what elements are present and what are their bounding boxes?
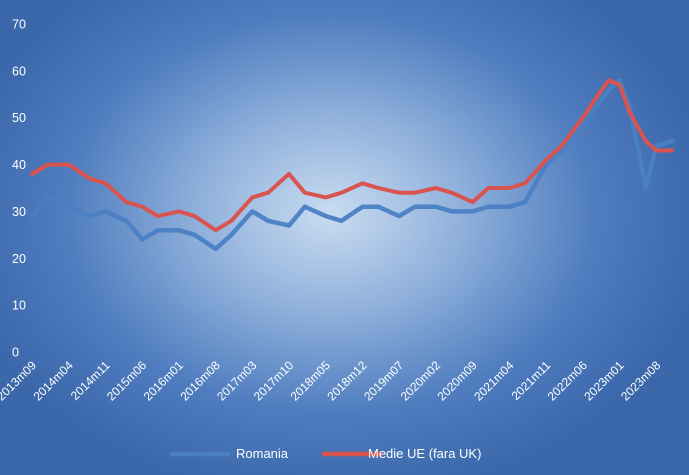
data-point-eu — [582, 116, 584, 119]
data-point-romania — [582, 121, 584, 124]
data-point-eu — [141, 205, 143, 208]
data-point-romania — [178, 229, 180, 231]
data-point-eu — [487, 187, 490, 189]
y-tick-label: 40 — [12, 158, 26, 172]
data-point-romania — [435, 205, 437, 208]
data-point-romania — [251, 210, 254, 213]
data-point-eu — [193, 215, 196, 217]
data-point-eu — [645, 140, 647, 142]
data-point-eu — [178, 210, 180, 213]
data-point-romania — [608, 88, 610, 91]
data-point-romania — [508, 205, 511, 208]
data-point-romania — [450, 210, 453, 213]
data-point-romania — [471, 210, 474, 213]
data-point-romania — [524, 201, 526, 203]
data-point-romania — [597, 102, 600, 105]
data-point-romania — [157, 229, 159, 231]
data-point-romania — [340, 220, 343, 222]
y-tick-label: 50 — [12, 111, 26, 125]
y-tick-label: 60 — [12, 64, 26, 78]
data-point-romania — [325, 215, 327, 217]
data-point-eu — [414, 191, 416, 194]
data-point-romania — [414, 205, 416, 208]
y-tick-label: 10 — [12, 299, 26, 313]
data-point-romania — [88, 215, 91, 217]
data-point-eu — [629, 112, 631, 114]
x-tick-label: 2021m04 — [471, 358, 517, 404]
data-point-eu — [304, 191, 306, 194]
data-point-romania — [398, 215, 401, 217]
series-line-romania — [29, 77, 675, 252]
data-point-eu — [267, 191, 269, 194]
data-point-eu — [398, 191, 401, 194]
data-point-eu — [157, 215, 159, 217]
data-point-romania — [645, 187, 647, 189]
data-point-eu — [618, 84, 621, 86]
x-tick-label: 2014m04 — [31, 358, 77, 404]
data-point-eu — [251, 196, 254, 199]
data-point-eu — [67, 163, 70, 166]
y-tick-label: 30 — [12, 205, 26, 219]
data-point-eu — [88, 177, 91, 180]
data-point-eu — [230, 220, 233, 222]
data-point-eu — [597, 93, 600, 96]
legend-item-romania-label: Romania — [236, 446, 289, 461]
data-point-romania — [230, 234, 233, 236]
data-point-romania — [561, 149, 563, 152]
data-point-eu — [545, 159, 547, 161]
series-line-eu — [30, 78, 674, 233]
data-point-eu — [361, 182, 364, 185]
data-point-romania — [46, 196, 49, 199]
data-point-eu — [325, 196, 327, 199]
data-point-romania — [67, 205, 70, 208]
data-point-eu — [340, 191, 343, 194]
y-tick-label: 70 — [12, 18, 26, 32]
data-point-romania — [487, 205, 490, 208]
data-point-eu — [671, 149, 673, 152]
data-point-romania — [125, 220, 128, 222]
y-tick-label: 20 — [12, 252, 26, 266]
data-point-eu — [104, 182, 107, 185]
data-point-eu — [125, 201, 128, 203]
data-point-eu — [450, 191, 453, 194]
data-point-romania — [618, 79, 621, 81]
data-point-eu — [471, 201, 474, 203]
data-point-romania — [214, 248, 217, 250]
legend-item-eu-label: Medie UE (fara UK) — [368, 446, 481, 461]
data-point-eu — [214, 229, 217, 231]
data-point-eu — [508, 187, 511, 189]
data-point-eu — [288, 173, 290, 175]
data-point-romania — [361, 205, 364, 208]
data-point-romania — [671, 140, 673, 142]
data-point-eu — [608, 79, 610, 81]
data-point-eu — [46, 163, 49, 166]
data-point-romania — [141, 238, 143, 241]
data-point-eu — [561, 145, 563, 147]
data-point-romania — [288, 224, 290, 227]
data-point-romania — [104, 210, 107, 213]
data-point-romania — [31, 215, 33, 217]
data-point-romania — [193, 234, 196, 236]
data-point-romania — [545, 163, 547, 166]
data-point-romania — [304, 205, 306, 208]
y-tick-label: 0 — [12, 346, 19, 360]
data-point-eu — [377, 187, 380, 189]
data-point-eu — [524, 182, 526, 185]
data-point-eu — [31, 173, 33, 175]
data-point-romania — [377, 205, 380, 208]
data-point-romania — [267, 220, 269, 222]
data-point-romania — [655, 145, 658, 147]
data-point-eu — [655, 149, 658, 152]
data-point-eu — [435, 187, 437, 189]
x-tick-label: 2023m08 — [618, 358, 664, 404]
